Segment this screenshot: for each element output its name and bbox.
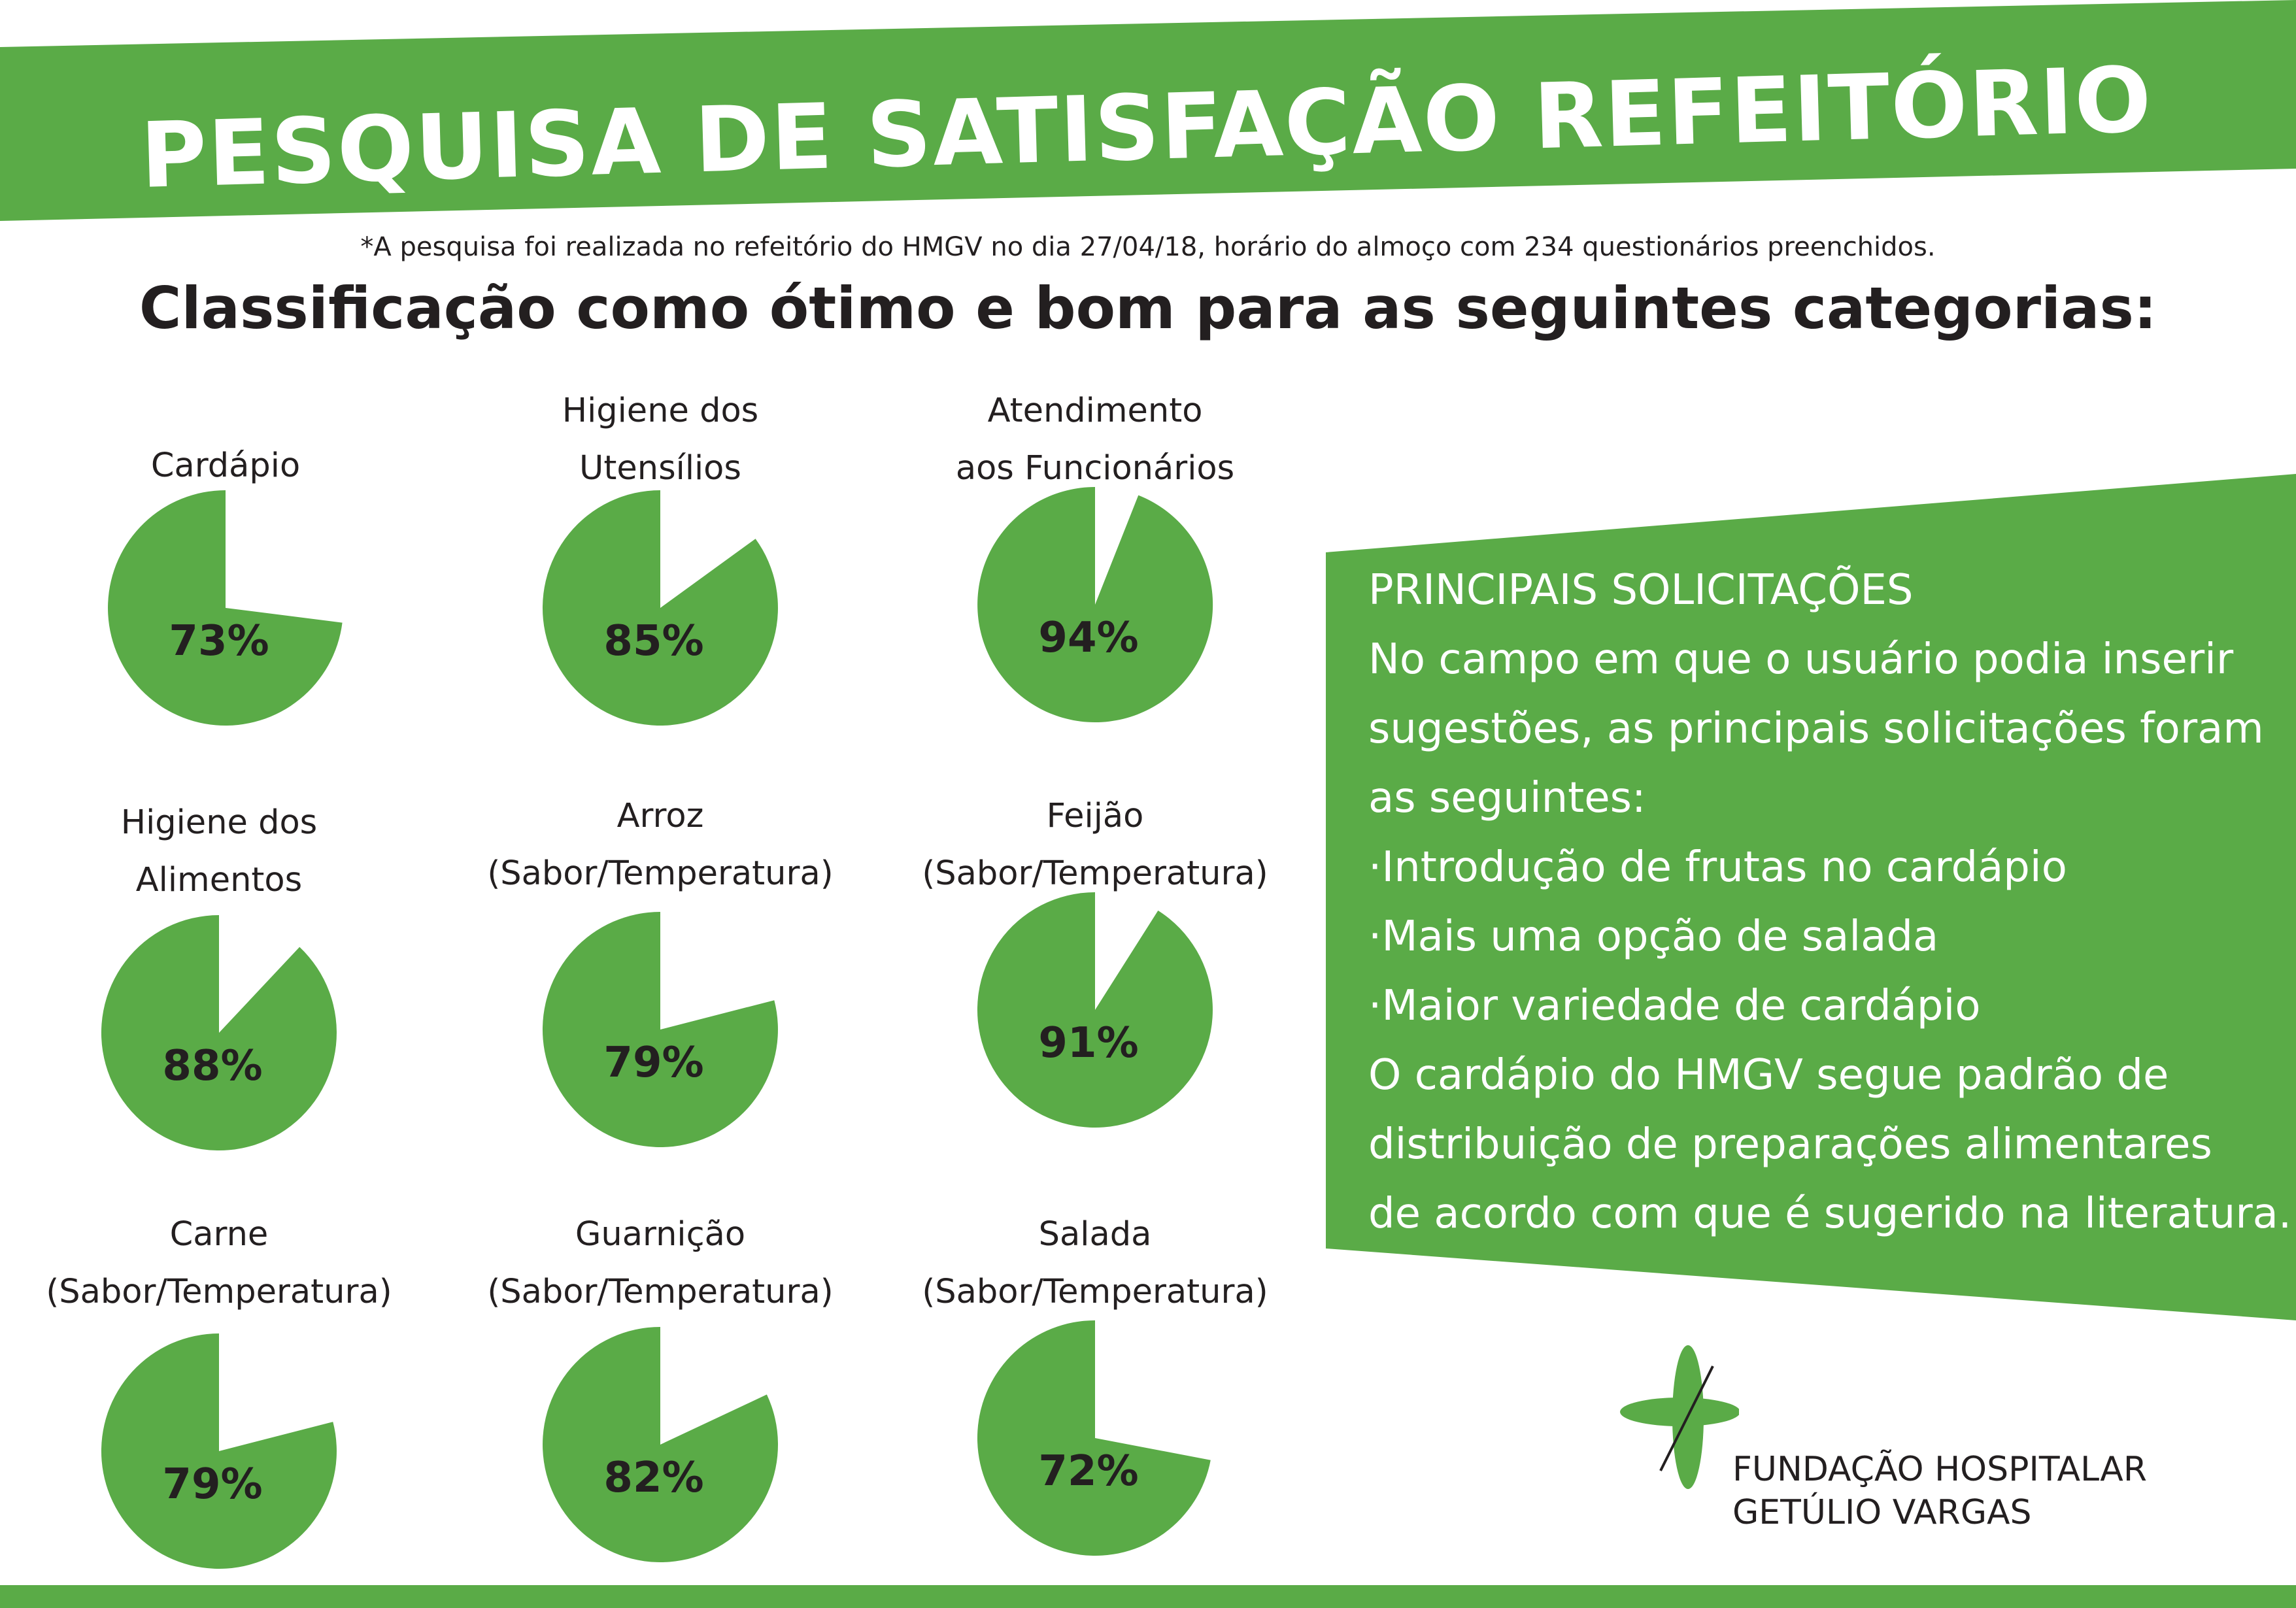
hospital-logo-icon xyxy=(1620,1345,1739,1489)
pie-title-line: Guarnição xyxy=(575,1215,746,1254)
pie-title: Arroz (Sabor/Temperatura) xyxy=(487,788,833,903)
pie-title: Higiene dos Alimentos xyxy=(121,794,318,909)
pie-title: Salada (Sabor/Temperatura) xyxy=(922,1206,1268,1321)
pie-title: Feijão (Sabor/Temperatura) xyxy=(922,788,1268,903)
pie-title-line: (Sabor/Temperatura) xyxy=(487,1273,834,1311)
title-banner xyxy=(0,0,2296,221)
panel-heading: PRINCIPAIS SOLICITAÇÕES xyxy=(1368,566,1914,614)
pie-title-line: Higiene dos xyxy=(562,392,759,430)
pie-title-line: (Sabor/Temperatura) xyxy=(922,854,1268,893)
panel-line: ·Mais uma opção de salada xyxy=(1368,913,1939,961)
section-heading: Classificação como ótimo e bom para as s… xyxy=(139,275,2157,342)
panel-line: sugestões, as principais solicitações fo… xyxy=(1368,705,2264,753)
pie-title-line: aos Funcionários xyxy=(955,449,1235,488)
pie-slice xyxy=(543,1327,779,1562)
pie-value-label: 94% xyxy=(1038,614,1138,662)
pie-value-label: 88% xyxy=(162,1042,262,1090)
pie-slice xyxy=(977,1320,1211,1556)
pie-value-label: 79% xyxy=(162,1460,262,1509)
pie-slice xyxy=(101,1333,337,1569)
pie-title-line: Feijão xyxy=(1046,797,1144,835)
panel-line: No campo em que o usuário podia inserir xyxy=(1368,635,2234,684)
pie-title-line: (Sabor/Temperatura) xyxy=(487,854,834,893)
pie-title-line: Arroz xyxy=(616,797,704,835)
pie-title-line: (Sabor/Temperatura) xyxy=(922,1273,1268,1311)
pie-slice xyxy=(542,490,778,726)
hospital-name-line1: FUNDAÇÃO HOSPITALAR xyxy=(1732,1450,2147,1489)
panel-line: ·Introdução de frutas no cardápio xyxy=(1368,843,2067,892)
panel-line: as seguintes: xyxy=(1368,774,1646,822)
pie-title: Carne (Sabor/Temperatura) xyxy=(46,1206,392,1321)
pie-title: Higiene dos Utensílios xyxy=(562,382,759,497)
pie-value-label: 85% xyxy=(603,617,703,665)
pie-title: Atendimento aos Funcionários xyxy=(956,382,1234,497)
pie-slice xyxy=(977,892,1213,1128)
pie-value-label: 79% xyxy=(603,1039,703,1087)
pie-slice xyxy=(108,490,343,726)
pie-slice xyxy=(101,915,337,1150)
panel-line: de acordo com que é sugerido na literatu… xyxy=(1368,1190,2292,1238)
pie-value-label: 82% xyxy=(603,1454,703,1502)
pie-title: Guarnição (Sabor/Temperatura) xyxy=(487,1206,833,1321)
pie-title-line: Atendimento xyxy=(987,392,1203,430)
pie-value-label: 72% xyxy=(1038,1447,1138,1496)
panel-line: ·Maior variedade de cardápio xyxy=(1368,982,1981,1030)
panel-line: distribuição de preparações alimentares xyxy=(1368,1120,2212,1169)
solicitations-text: PRINCIPAIS SOLICITAÇÕES No campo em que … xyxy=(1368,556,2291,1248)
pie-title-line: Salada xyxy=(1038,1215,1152,1254)
hospital-name-line2: GETÚLIO VARGAS xyxy=(1732,1493,2032,1532)
panel-line: O cardápio do HMGV segue padrão de xyxy=(1368,1051,2169,1099)
pie-title-line: Utensílios xyxy=(579,449,741,488)
bottom-bar xyxy=(0,1585,2296,1608)
survey-note: *A pesquisa foi realizada no refeitório … xyxy=(360,232,1936,262)
pie-value-label: 91% xyxy=(1038,1019,1138,1067)
pie-title-line: (Sabor/Temperatura) xyxy=(46,1273,392,1311)
pie-title: Cardápio xyxy=(151,437,300,495)
pie-title-line: Alimentos xyxy=(135,861,303,899)
pie-title-line: Carne xyxy=(169,1215,269,1254)
pie-slice xyxy=(977,487,1213,722)
pie-title-line: Higiene dos xyxy=(120,803,318,842)
pie-slice xyxy=(542,911,778,1147)
hospital-name: FUNDAÇÃO HOSPITALAR GETÚLIO VARGAS xyxy=(1732,1448,2147,1534)
pie-title-line: Cardápio xyxy=(150,446,301,485)
pie-value-label: 73% xyxy=(169,617,269,665)
